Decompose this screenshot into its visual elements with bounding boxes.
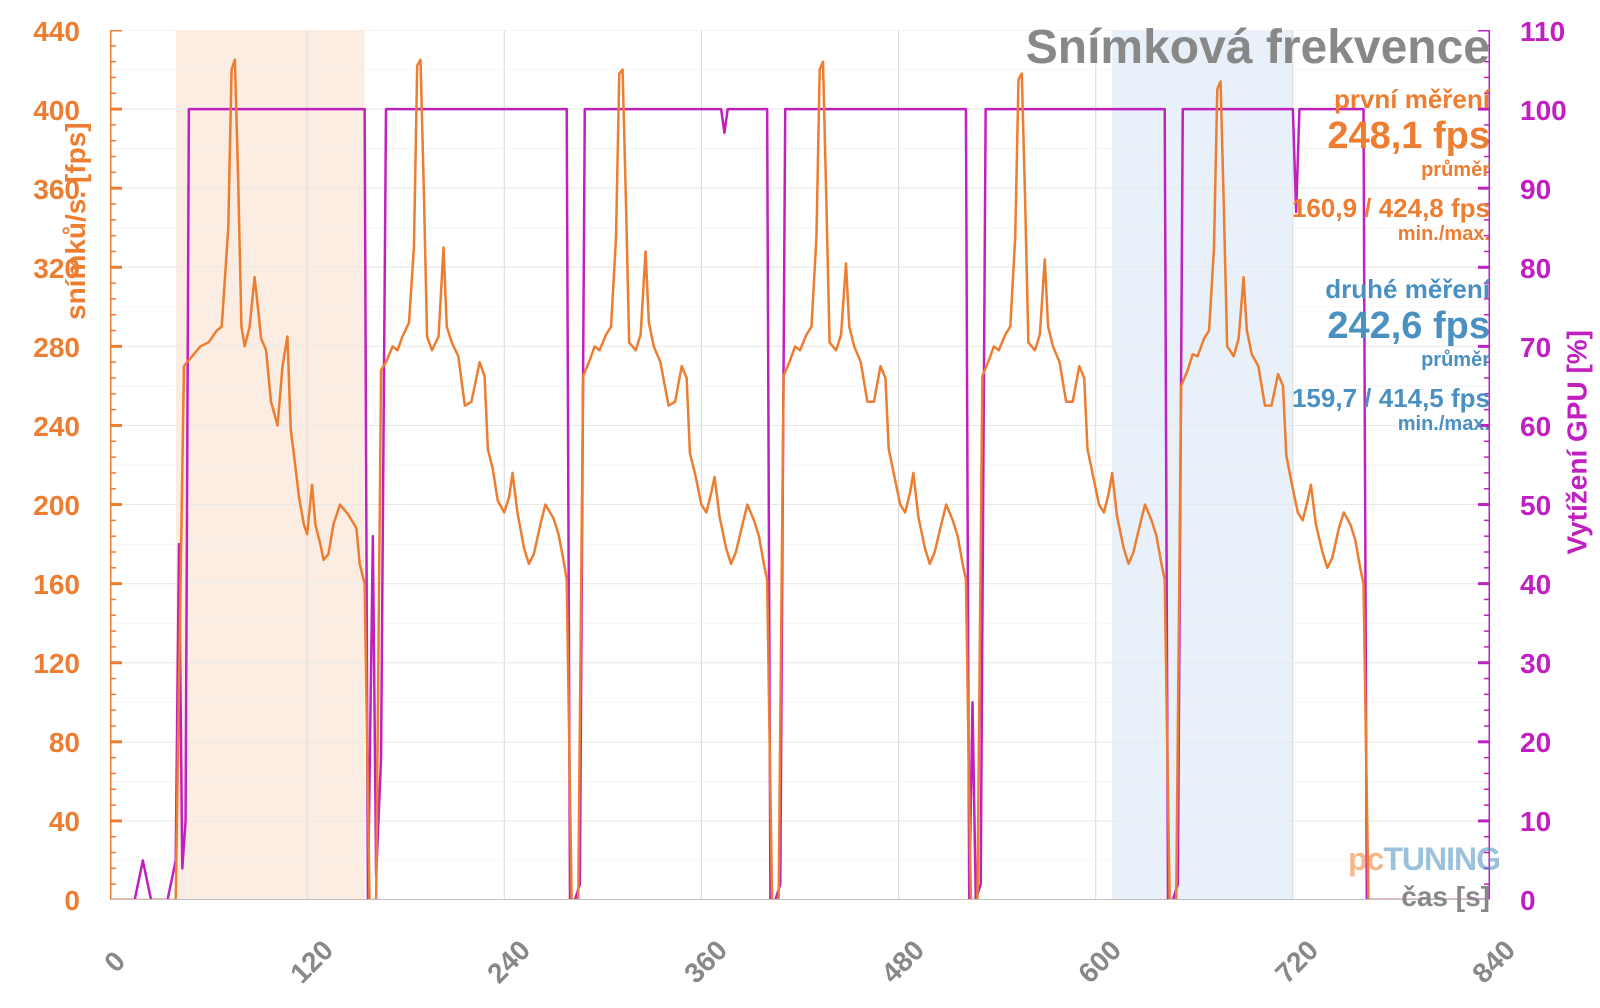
second-label: druhé měření xyxy=(1292,275,1490,305)
first-minmax: 160,9 / 424,8 fps xyxy=(1292,194,1490,224)
y-left-tick: 240 xyxy=(0,411,80,443)
x-tick: 0 xyxy=(82,929,147,994)
x-tick: 480 xyxy=(870,929,935,994)
logo-pc: pc xyxy=(1348,841,1383,877)
plot-area xyxy=(110,30,1490,900)
y-left-tick: 400 xyxy=(0,95,80,127)
first-avg: 248,1 fps xyxy=(1292,115,1490,159)
second-minmax: 159,7 / 414,5 fps xyxy=(1292,384,1490,414)
chart-title: Snímková frekvence xyxy=(1026,20,1490,75)
y-right-tick: 10 xyxy=(1520,806,1600,838)
y-right-tick: 80 xyxy=(1520,253,1600,285)
y-right-tick: 100 xyxy=(1520,95,1600,127)
x-tick: 120 xyxy=(279,929,344,994)
first-minmax-label: min./max. xyxy=(1292,223,1490,246)
y-left-tick: 200 xyxy=(0,490,80,522)
y-right-tick: 30 xyxy=(1520,648,1600,680)
second-avg-label: průměr xyxy=(1292,349,1490,372)
y-right-tick: 40 xyxy=(1520,569,1600,601)
y-axis-left-label: snímků/s. [fps] xyxy=(60,122,92,320)
chart-svg xyxy=(110,30,1490,900)
x-tick: 240 xyxy=(476,929,541,994)
y-left-tick: 440 xyxy=(0,16,80,48)
first-label: první měření xyxy=(1292,85,1490,115)
y-right-tick: 0 xyxy=(1520,885,1600,917)
x-tick: 600 xyxy=(1067,929,1132,994)
y-left-tick: 160 xyxy=(0,569,80,601)
chart-container: Snímková frekvence snímků/s. [fps] Vytíž… xyxy=(0,0,1600,1008)
y-right-tick: 50 xyxy=(1520,490,1600,522)
y-right-tick: 110 xyxy=(1520,16,1600,48)
y-left-tick: 0 xyxy=(0,885,80,917)
y-left-tick: 40 xyxy=(0,806,80,838)
y-left-tick: 80 xyxy=(0,727,80,759)
x-tick: 720 xyxy=(1264,929,1329,994)
y-right-tick: 60 xyxy=(1520,411,1600,443)
y-right-tick: 20 xyxy=(1520,727,1600,759)
first-avg-label: průměr xyxy=(1292,159,1490,182)
x-tick: 840 xyxy=(1461,929,1526,994)
logo-tuning: TUNING xyxy=(1383,841,1500,877)
y-left-tick: 320 xyxy=(0,253,80,285)
second-minmax-label: min./max. xyxy=(1292,413,1490,436)
annotation-first: první měření 248,1 fps průměr 160,9 / 42… xyxy=(1292,85,1490,246)
logo-watermark: pcTUNING xyxy=(1348,841,1500,878)
y-right-tick: 70 xyxy=(1520,332,1600,364)
y-left-tick: 280 xyxy=(0,332,80,364)
annotation-second: druhé měření 242,6 fps průměr 159,7 / 41… xyxy=(1292,275,1490,436)
y-left-tick: 360 xyxy=(0,174,80,206)
x-tick: 360 xyxy=(673,929,738,994)
x-axis-label: čas [s] xyxy=(1401,881,1490,913)
y-left-tick: 120 xyxy=(0,648,80,680)
y-right-tick: 90 xyxy=(1520,174,1600,206)
second-avg: 242,6 fps xyxy=(1292,305,1490,349)
